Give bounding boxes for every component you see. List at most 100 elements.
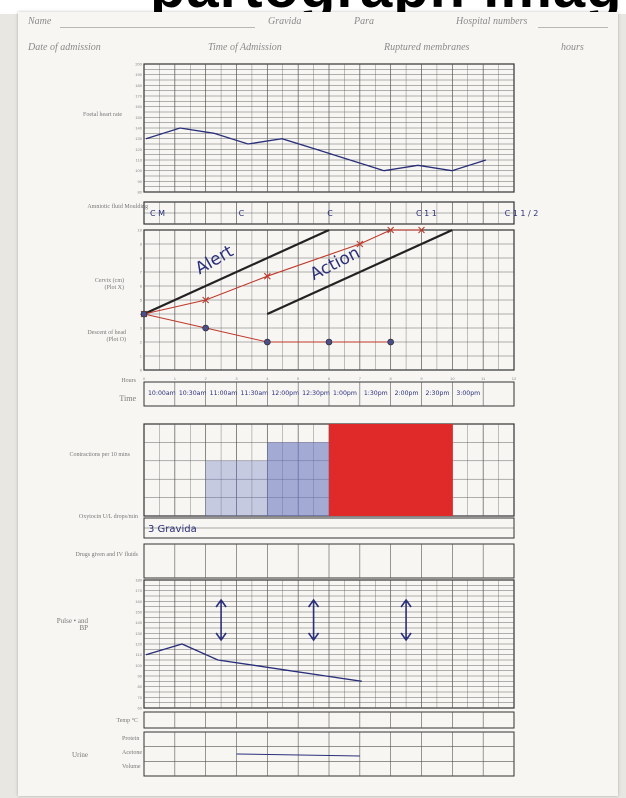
cervix-axis-tick: 8 [140,256,143,261]
blood-pressure-arrow [215,598,227,642]
cervix-axis-tick: 10 [138,228,143,233]
hours-tick: 9 [420,376,423,381]
alert-line-label: Alert [192,241,237,279]
cervix-axis-tick: 6 [140,284,143,289]
contraction-bar [390,424,422,516]
action-line-label: Action [307,243,364,285]
cervix-axis-tick: 3 [140,326,143,331]
fhr-axis-tick: 100 [135,168,142,173]
hours-tick: 5 [297,376,300,381]
admission-date-label: Date of admission [28,42,101,53]
hours-tick: 10 [450,376,455,381]
time-entry: 2:30pm [426,390,450,397]
fetal-heart-rate-label: Foetal heart rate [83,112,122,118]
urine-protein-label: Protein [122,736,140,742]
fhr-axis-tick: 110 [136,158,143,163]
hours-tick: 1 [174,376,177,381]
hours-tick: 0 [143,376,146,381]
pulse-axis-tick: 140 [135,620,142,625]
cervix-axis-tick: 2 [140,340,143,345]
hours-tick: 3 [235,376,238,381]
contractions-label: Contractions per 10 mins [69,452,131,458]
time-entry: 3:00pm [456,390,480,397]
pulse-axis-tick: 150 [135,610,142,615]
fhr-axis-tick: 200 [135,62,142,67]
hours-tick: 7 [359,376,362,381]
pulse-axis-tick: 70 [138,695,143,700]
pulse-trend-line [145,643,362,682]
pulse-bp-label: Pulse • and BP [56,617,88,632]
contraction-bar [298,442,330,516]
hours-tick: 2 [205,376,208,381]
contraction-bar [267,442,299,516]
action-line [266,228,453,316]
amniotic-fluid-label: Amniotic fluid Moulding [87,204,148,210]
pulse-axis-tick: 60 [138,706,143,711]
amniotic-entry: C [239,209,245,218]
partograph-sheet: Name Gravida Para Hospital numbers Date … [18,12,618,796]
fhr-axis-tick: 120 [135,147,142,152]
head-descent-point [202,324,209,332]
hours-tick: 12 [512,376,517,381]
cervix-dilation-point [356,240,364,248]
pulse-axis-tick: 90 [138,674,143,679]
oxytocin-label: Oxytocin U/L drops/min [78,514,138,520]
pulse-axis-tick: 160 [135,599,142,604]
pulse-axis-tick: 180 [135,578,142,583]
fhr-axis-tick: 90 [138,179,143,184]
amniotic-entry: C [327,209,333,218]
cervix-label: Cervix (cm) (Plot X) [94,278,124,291]
time-entry: 10:00am [148,390,176,397]
cervix-dilation-point [418,226,425,234]
cervix-dilation-point [202,296,210,304]
ruptured-membranes-label: Ruptured membranes [384,42,470,53]
fhr-axis-tick: 170 [135,94,142,99]
fhr-axis-tick: 80 [138,190,143,195]
hours-tick: 8 [390,376,393,381]
descent-label: Descent of head (Plot O) [87,330,126,343]
cervix-dilation-line [143,229,422,315]
time-entry: 11:30am [241,390,269,397]
pulse-axis-tick: 100 [135,663,142,668]
time-entry: 1:30pm [364,390,388,397]
temp-label: Temp °C [116,718,138,724]
cervix-axis-tick: 1 [140,354,143,359]
time-entry: 10:30am [179,390,207,397]
gravida-label: Gravida [268,16,302,27]
fhr-axis-tick: 180 [135,83,142,88]
hospital-numbers-label: Hospital numbers [456,16,528,27]
fhr-axis-tick: 140 [135,126,142,131]
time-entry: 1:00pm [333,390,357,397]
fhr-trend-line [145,127,487,172]
hours-tick: 11 [481,376,486,381]
contraction-bar [329,424,361,516]
para-label: Para [354,16,374,27]
hours-tick: 4 [266,376,269,381]
pulse-axis-tick: 170 [135,588,142,593]
contraction-bar [359,424,392,516]
time-row-label: Time [119,394,136,403]
drugs-label: Drugs given and IV fluids [75,552,138,558]
cervix-dilation-point [263,272,271,280]
pulse-axis-tick: 80 [138,684,143,689]
time-entry: 11:00am [210,390,238,397]
banner-title: partograph image [150,0,626,14]
alert-line [143,228,330,316]
cervix-axis-tick: 9 [140,242,143,247]
admission-time-label: Time of Admission [208,42,282,53]
blood-pressure-arrow [400,598,412,642]
cervix-axis-tick: 5 [140,298,143,303]
pulse-axis-tick: 110 [136,652,143,657]
fhr-axis-tick: 150 [135,115,142,120]
head-descent-point [264,338,271,346]
cervix-axis-tick: 0 [140,368,143,373]
pulse-axis-tick: 120 [135,642,142,647]
hours-row-label: Hours [121,378,136,384]
fhr-axis-tick: 190 [135,72,142,77]
amniotic-entry: C 1 1 [416,209,437,218]
urine-volume-label: Volume [122,764,141,770]
time-entry: 2:00pm [395,390,419,397]
head-descent-point [325,338,333,346]
fhr-axis-tick: 160 [135,104,142,109]
amniotic-entry: C 1 1 / 2 [505,209,539,218]
